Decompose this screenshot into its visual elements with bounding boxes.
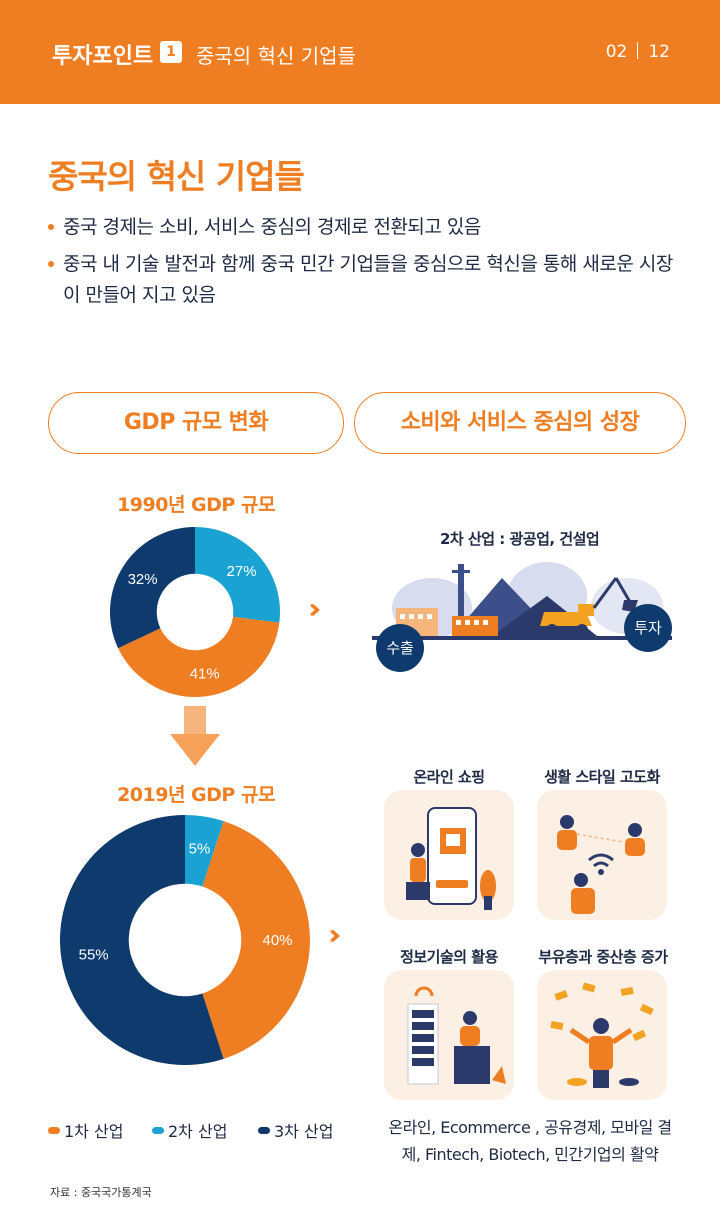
section-pill-gdp: GDP 규모 변화 <box>48 392 344 454</box>
legend-swatch <box>48 1127 60 1134</box>
tile-online-shopping <box>384 790 514 920</box>
header-badge: 1 <box>160 41 182 63</box>
lifestyle-illustration <box>557 815 645 914</box>
page-current: 02 <box>605 42 628 62</box>
legend-item-tertiary: 3차 산업 <box>258 1118 333 1142</box>
legend-label: 2차 산업 <box>168 1122 228 1141</box>
growth-caption: 온라인, Ecommerce , 공유경제, 모바일 결제, Fintech, … <box>388 1118 672 1164</box>
down-arrow-icon <box>170 706 220 766</box>
slice-label: 32% <box>128 571 158 588</box>
industry-label: 2차 산업 : 광공업, 건설업 <box>440 530 600 548</box>
slice-label: 5% <box>189 841 211 858</box>
slice-label: 27% <box>227 563 257 580</box>
page-total: 12 <box>648 42 670 62</box>
legend-item-primary: 1차 산업 <box>48 1118 123 1142</box>
tile-wealth-growth <box>537 970 667 1100</box>
bullet-item: 중국 내 기술 발전과 함께 중국 민간 기업들을 중심으로 혁신을 통해 새로… <box>48 249 688 311</box>
chevron-right-icon: ››› <box>328 918 341 951</box>
section-pill-growth: 소비와 서비스 중심의 성장 <box>354 392 686 454</box>
page-indicator: 02 12 <box>606 42 670 62</box>
donut-slice <box>185 815 224 887</box>
invest-badge: 투자 <box>624 604 672 652</box>
page-divider <box>637 42 639 59</box>
page-title: 중국의 혁신 기업들 <box>48 157 305 196</box>
tile-label-wealth: 부유층과 중산층 증가 <box>538 948 668 966</box>
server-illustration <box>407 986 506 1085</box>
chart-title-1990: 1990년 GDP 규모 <box>117 494 275 516</box>
header-title: 투자포인트 <box>52 44 154 69</box>
export-badge: 수출 <box>376 624 424 672</box>
tile-label-lifestyle: 생활 스타일 고도화 <box>544 768 660 786</box>
tile-it-usage <box>384 970 514 1100</box>
shopping-illustration <box>406 807 496 910</box>
donut-chart-2019: 5% 40% 55% <box>60 815 310 1065</box>
legend-label: 1차 산업 <box>64 1122 124 1141</box>
legend-swatch <box>258 1127 270 1134</box>
donut-slice <box>118 616 280 697</box>
legend-swatch <box>152 1127 164 1134</box>
header-subtitle: 중국의 혁신 기업들 <box>196 44 356 68</box>
donut-slice <box>195 527 280 623</box>
source-note: 자료 : 중국국가통계국 <box>50 1186 152 1199</box>
tile-lifestyle <box>537 790 667 920</box>
tile-label-it: 정보기술의 활용 <box>400 948 498 966</box>
donut-chart-1990: 27% 41% 32% <box>110 527 280 697</box>
slice-label: 40% <box>262 932 292 949</box>
donut-slice <box>60 815 224 1065</box>
donut-slice <box>110 527 195 649</box>
slice-label: 41% <box>190 665 220 682</box>
header-bar: 투자포인트 1 중국의 혁신 기업들 02 12 <box>0 0 720 104</box>
wealth-illustration <box>550 982 654 1088</box>
chevron-right-icon: ››› <box>308 592 321 625</box>
donut-slice <box>202 821 310 1059</box>
tile-label-online: 온라인 쇼핑 <box>413 768 485 786</box>
chart-title-2019: 2019년 GDP 규모 <box>117 784 275 806</box>
legend-label: 3차 산업 <box>274 1122 334 1141</box>
mining-illustration <box>372 562 672 640</box>
legend-item-secondary: 2차 산업 <box>152 1118 227 1142</box>
bullet-item: 중국 경제는 소비, 서비스 중심의 경제로 전환되고 있음 <box>48 212 688 243</box>
bullet-list: 중국 경제는 소비, 서비스 중심의 경제로 전환되고 있음 중국 내 기술 발… <box>48 212 688 317</box>
slice-label: 55% <box>79 946 109 963</box>
